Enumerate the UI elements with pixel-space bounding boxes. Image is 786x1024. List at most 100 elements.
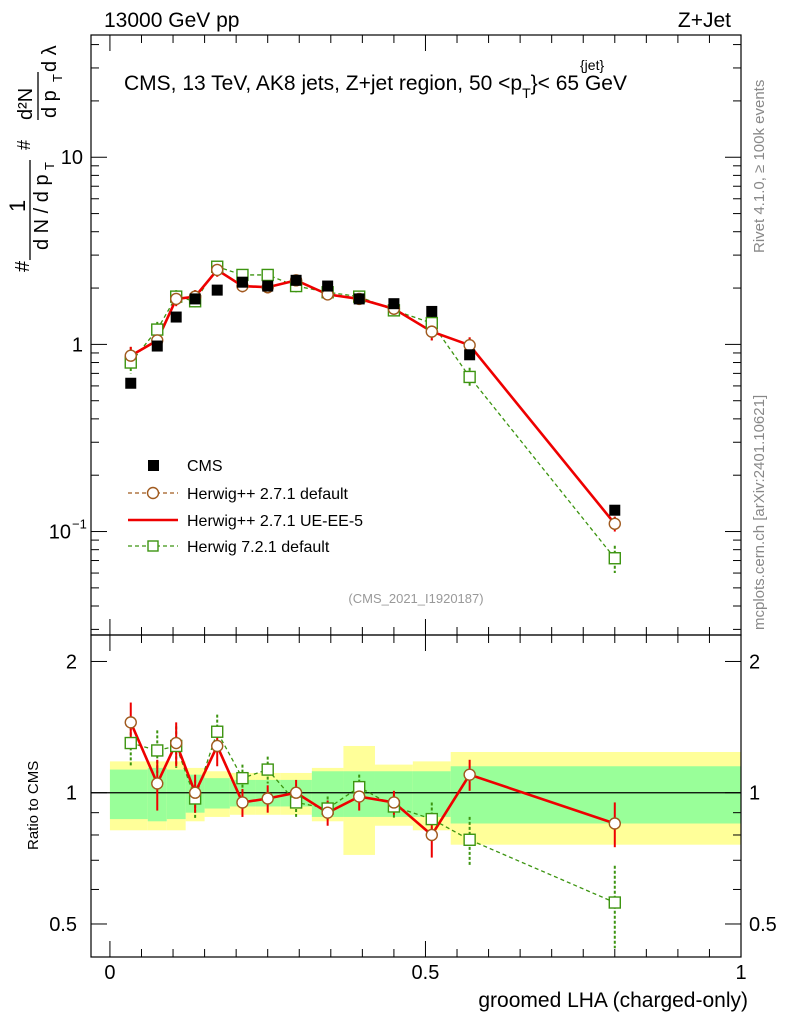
rivet-label: Rivet 4.1.0, ≥ 100k events — [751, 80, 768, 253]
hpp-default-ratio-point — [608, 817, 621, 830]
h7-default-ratio-point — [463, 833, 476, 846]
ratio-ytick-label-left: 0.5 — [49, 914, 77, 936]
hpp-default-point — [425, 325, 438, 338]
ratio-ytick-label-left: 2 — [66, 651, 77, 673]
h7-default-ratio-point — [425, 812, 438, 826]
ratio-ticks: 0.5 0.5 1 1 2 2 0 0.5 1 — [49, 635, 777, 984]
ylabel-hash-1: # — [12, 260, 34, 272]
hpp-default-point — [608, 517, 621, 530]
ratio-bands — [91, 745, 741, 855]
legend-marker-hpp-default — [146, 486, 160, 500]
title-prefix: CMS, 13 TeV, AK8 jets, Z+jet region, 50 … — [124, 72, 522, 95]
cms-point — [189, 293, 201, 305]
main-title: CMS, 13 TeV, AK8 jets, Z+jet region, 50 … — [124, 72, 627, 101]
hpp-default-point — [463, 339, 476, 352]
hpp-default-ratio-point — [188, 786, 202, 799]
xtick-label: 1 — [735, 962, 746, 984]
hpp-default-point — [124, 349, 137, 362]
hpp-default-point — [169, 292, 183, 306]
hpp-default-ratio-point — [387, 796, 401, 809]
analysis-watermark: (CMS_2021_I1920187) — [348, 591, 483, 606]
hpp-default-ratio-point — [289, 786, 303, 799]
hpp-default-ratio-point — [236, 796, 249, 809]
cms-point — [262, 280, 274, 292]
cms-point — [426, 305, 438, 317]
legend-label-h7-default: Herwig 7.2.1 default — [187, 539, 330, 556]
title-sup: {jet} — [580, 57, 604, 73]
legend-label-hpp-default: Herwig++ 2.7.1 default — [187, 486, 349, 503]
legend-marker-h7-default — [147, 540, 159, 552]
ratio-ytick-label-right: 1 — [749, 783, 760, 805]
hpp-default-ratio-point — [151, 777, 164, 790]
cms-point — [151, 340, 163, 352]
legend-label-hpp-ueee5: Herwig++ 2.7.1 UE-EE-5 — [187, 513, 363, 530]
header-right: Z+Jet — [678, 9, 731, 32]
ylabel-one: 1 — [5, 200, 30, 212]
legend-marker-cms — [148, 460, 159, 471]
cms-point — [353, 293, 365, 305]
cms-point — [125, 377, 137, 389]
cms-point — [609, 504, 621, 516]
cms-point — [322, 280, 334, 292]
cms-point — [170, 311, 182, 323]
cms-point — [388, 298, 400, 310]
hpp-default-ratio-point — [463, 768, 476, 781]
main-ytick-label: 1 — [72, 334, 83, 356]
h7-default-line — [130, 265, 616, 559]
ylabel-dlambda: d λ — [39, 45, 61, 72]
ylabel-dpT: d p — [39, 90, 61, 118]
h7-default-point — [261, 268, 274, 282]
xtick-label: 0.5 — [412, 962, 440, 984]
hpp-default-ratio-point — [169, 736, 183, 750]
ratio-ylabel: Ratio to CMS — [25, 761, 42, 850]
main-data-layer — [124, 260, 621, 574]
cms-point — [211, 284, 223, 296]
h7-default-ratio-point — [236, 771, 249, 785]
h7-default-point — [151, 323, 164, 336]
ratio-data-layer — [124, 702, 621, 949]
h7-default-ratio-point — [261, 763, 274, 776]
h7-default-ratio-point — [608, 896, 621, 909]
ratio-band-inner — [450, 766, 741, 824]
ylabel-hash-2: # — [14, 140, 34, 150]
ratio-frame — [90, 634, 742, 958]
hpp-default-ratio-point — [321, 806, 334, 819]
title-suffix: }< 65 GeV — [531, 72, 627, 95]
xtick-label: 0 — [104, 962, 115, 984]
hpp-default-ratio-point — [353, 790, 366, 803]
ratio-ytick-label-left: 1 — [66, 783, 77, 805]
h7-default-point — [463, 370, 476, 384]
ylabel-dN: d N / d p — [31, 174, 53, 250]
main-ytick-sup: −1 — [72, 517, 87, 532]
hpp-default-ratio-point — [425, 828, 438, 842]
ratio-ytick-label-right: 2 — [749, 651, 760, 673]
title-sub: T — [522, 85, 531, 101]
ratio-band-inner — [166, 769, 186, 820]
ylabel-d2N: d²N — [15, 88, 37, 120]
hpp-default-ratio-point — [211, 739, 224, 753]
hpp-default-ratio-point — [261, 792, 274, 805]
main-ytick-label: 10 — [61, 147, 83, 169]
cms-point — [290, 274, 302, 286]
mcplots-label: mcplots.cern.ch [arXiv:2401.10621] — [751, 395, 768, 630]
legend-label-cms: CMS — [187, 458, 223, 475]
ratio-band-inner — [109, 769, 148, 820]
main-ylabel: # 1 d N / d p T # d²N d p T d λ — [5, 45, 65, 272]
ylabel-T-1: T — [42, 162, 57, 170]
ratio-panel: 0.5 0.5 1 1 2 2 0 0.5 1 Ratio to CMS groomed LHA… — [25, 634, 777, 1012]
header-left: 13000 GeV pp — [104, 9, 239, 32]
hpp-default-point — [211, 263, 224, 277]
h7-default-ratio-point — [211, 725, 224, 738]
xlabel: groomed LHA (charged-only) — [478, 989, 748, 1012]
h7-default-ratio-point — [151, 744, 164, 757]
hpp-default-ratio-point — [124, 716, 137, 729]
cms-point — [464, 349, 476, 361]
h7-default-point — [608, 552, 621, 565]
h7-default-ratio-point — [124, 736, 137, 750]
legend: CMS Herwig++ 2.7.1 default Herwig++ 2.7.… — [128, 458, 363, 556]
cms-point — [236, 276, 248, 288]
main-ytick-label: 10 — [49, 522, 71, 544]
